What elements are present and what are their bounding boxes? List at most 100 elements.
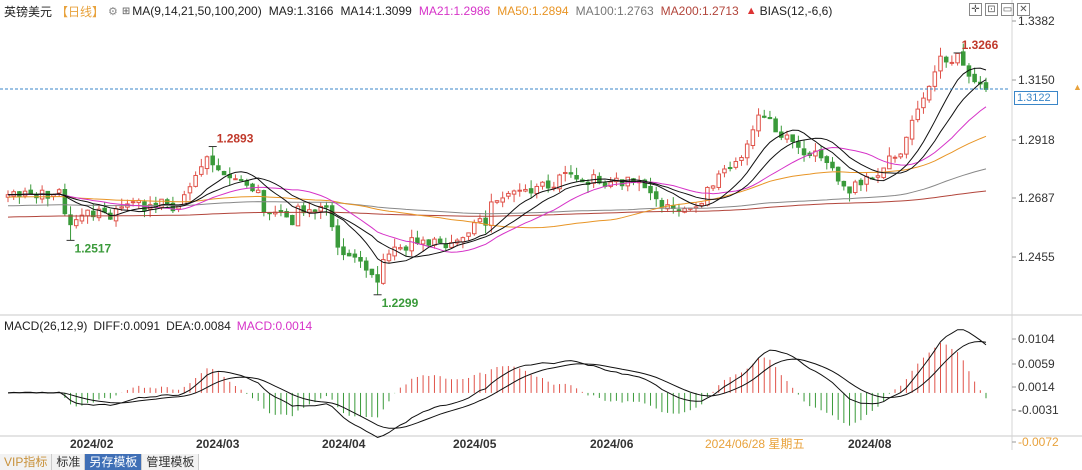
candle-body xyxy=(318,205,323,212)
candle-body xyxy=(324,205,329,208)
candle-body xyxy=(28,189,34,195)
candle-body xyxy=(892,156,898,159)
candle-body xyxy=(921,97,926,109)
candle-body xyxy=(619,179,625,187)
bias-params[interactable]: BIAS(12,-6,6) xyxy=(759,4,833,18)
candle-body xyxy=(278,210,284,213)
candle-body xyxy=(221,170,227,176)
candle-body xyxy=(352,253,358,258)
candle-body xyxy=(398,247,403,250)
candle-body xyxy=(739,157,744,161)
bottom-tab-bar: VIP指标 标准 另存模板 管理模板 xyxy=(0,454,200,470)
candle-body xyxy=(329,205,335,228)
candle-body xyxy=(716,173,722,188)
candle-body xyxy=(926,85,932,101)
candle-body xyxy=(386,253,392,262)
macd-value: MACD:0.0014 xyxy=(236,319,313,333)
y-tick-label: 1.2918 xyxy=(1018,133,1055,147)
y-tick-label: 1.2455 xyxy=(1018,250,1055,264)
ma100-line xyxy=(7,168,987,215)
candle-body xyxy=(545,180,551,189)
period-label[interactable]: 【日线】 xyxy=(56,4,105,19)
macd-y-tick-label: -0.0072 xyxy=(1018,435,1059,449)
candle-body xyxy=(255,189,261,194)
candle-body xyxy=(705,186,710,206)
candle-body xyxy=(79,214,85,222)
expand-icon[interactable]: ⊞ xyxy=(121,5,131,17)
gear-icon[interactable]: ⚙ xyxy=(108,5,118,18)
tab-save-template[interactable]: 另存模板 xyxy=(85,454,143,470)
candle-body xyxy=(983,82,989,90)
candle-body xyxy=(5,194,11,198)
candle-body xyxy=(943,56,949,63)
candle-body xyxy=(801,148,807,156)
chart-toolbar: ✛ ⊡ ▭ ✕ xyxy=(969,3,1030,16)
candle-body xyxy=(85,209,90,217)
macd-params[interactable]: MACD(26,12,9) xyxy=(4,319,88,333)
candle-body xyxy=(551,186,557,189)
candle-body xyxy=(835,166,841,182)
candle-body xyxy=(420,239,426,245)
candle-body xyxy=(642,179,648,189)
candle-body xyxy=(818,149,824,159)
candle-body xyxy=(500,197,505,203)
candle-body xyxy=(847,186,852,194)
ma9-value: MA9:1.3166 xyxy=(268,4,334,18)
candle-body xyxy=(648,185,653,194)
y-tick-label: 1.2687 xyxy=(1018,191,1055,205)
product-name[interactable]: 英镑美元 xyxy=(4,4,53,19)
candle-body xyxy=(653,191,659,200)
candle-body xyxy=(813,150,818,157)
close-icon[interactable]: ✕ xyxy=(1017,3,1030,16)
x-tick-label: 2024/04 xyxy=(322,437,366,451)
ma-params[interactable]: MA(9,14,21,50,100,200) xyxy=(132,4,262,18)
extreme-label: 1.3266 xyxy=(962,38,999,52)
candle-body xyxy=(796,141,801,148)
tab-manage-template[interactable]: 管理模板 xyxy=(142,454,200,470)
candle-body xyxy=(62,189,68,215)
candle-body xyxy=(392,246,397,257)
candle-body xyxy=(699,202,704,206)
candle-body xyxy=(369,268,375,276)
candle-body xyxy=(767,117,773,120)
ma21-value: MA21:1.2986 xyxy=(418,4,491,18)
candle-body xyxy=(761,115,767,118)
candle-body xyxy=(210,155,215,166)
candle-body xyxy=(955,52,960,64)
candle-body xyxy=(56,189,62,194)
candle-body xyxy=(540,181,545,187)
macd-y-tick-label: -0.0031 xyxy=(1018,403,1059,417)
tab-standard[interactable]: 标准 xyxy=(52,454,86,470)
ma200-line xyxy=(7,190,987,218)
expand-icon[interactable]: ✛ xyxy=(969,3,982,16)
candle-body xyxy=(511,190,517,195)
fullscreen-icon[interactable]: ⊡ xyxy=(985,3,998,16)
candle-body xyxy=(972,73,977,83)
candle-body xyxy=(904,136,909,155)
extreme-label: 1.2299 xyxy=(382,296,419,310)
candle-body xyxy=(534,185,540,195)
candle-body xyxy=(756,114,761,132)
candle-body xyxy=(784,134,790,140)
candle-body xyxy=(312,209,318,213)
candle-body xyxy=(915,108,921,121)
tab-vip-indicator[interactable]: VIP指标 xyxy=(0,454,53,470)
candle-body xyxy=(130,201,136,204)
candle-body xyxy=(244,180,250,186)
candle-body xyxy=(858,179,864,186)
candle-body xyxy=(744,143,750,159)
x-tick-label: 2024/06/28 星期五 xyxy=(705,437,804,451)
candle-body xyxy=(830,161,835,169)
restore-icon[interactable]: ▭ xyxy=(1001,3,1014,16)
y-tick-label: 1.3382 xyxy=(1018,14,1055,28)
candle-body xyxy=(341,246,346,256)
candle-body xyxy=(443,243,449,249)
candle-body xyxy=(415,237,420,244)
candle-body xyxy=(557,174,562,190)
candle-body xyxy=(898,153,903,158)
candle-body xyxy=(204,156,210,170)
candle-body xyxy=(523,188,528,192)
candle-body xyxy=(358,257,363,262)
candle-body xyxy=(22,190,28,197)
